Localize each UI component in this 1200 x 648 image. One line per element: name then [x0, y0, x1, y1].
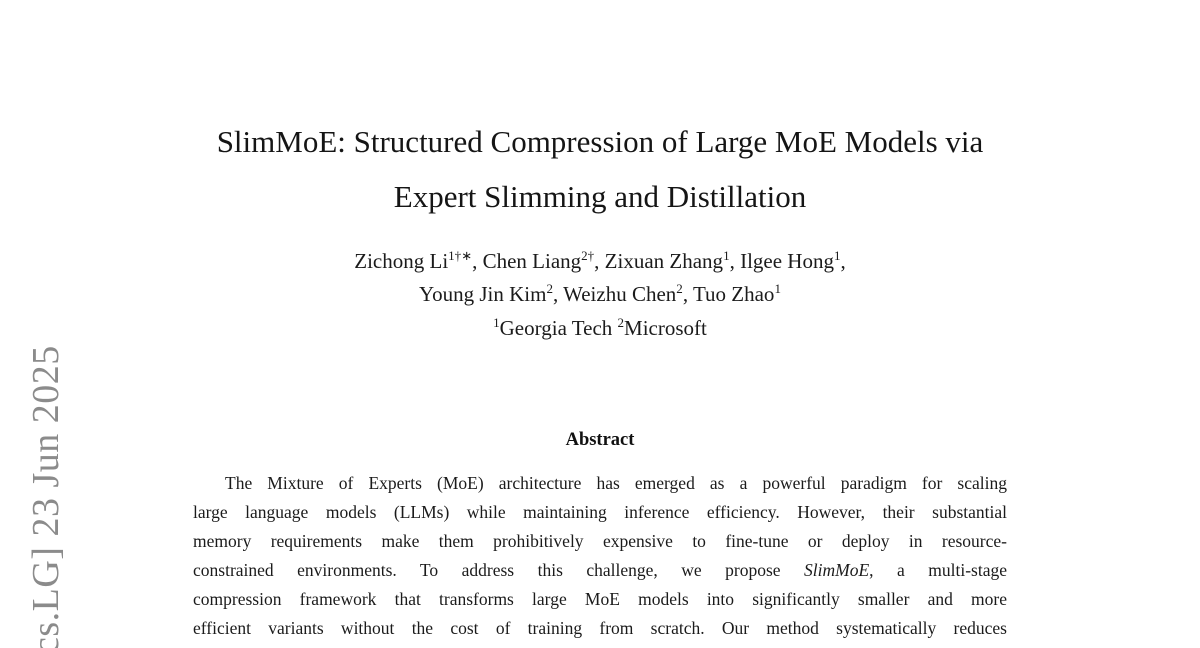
- author-separator: ,: [472, 249, 483, 273]
- author-row-1: Zichong Li1†∗, Chen Liang2†, Zixuan Zhan…: [0, 245, 1200, 278]
- author-separator: ,: [840, 249, 846, 273]
- author-name-text: Ilgee Hong: [740, 249, 834, 273]
- abstract-body: The Mixture of Experts (MoE) architectur…: [193, 469, 1007, 643]
- author-separator: ,: [552, 282, 564, 306]
- abstract-line: The Mixture of Experts (MoE) architectur…: [225, 473, 1007, 493]
- paper-title-line-2: Expert Slimming and Distillation: [393, 179, 807, 214]
- author-name-text: Tuo Zhao: [692, 282, 775, 306]
- paper-title: SlimMoE: Structured Compression of Large…: [0, 114, 1200, 224]
- author-affiliation-superscript: 1: [723, 248, 730, 263]
- abstract-line: constrained environments. To address thi…: [193, 556, 1007, 585]
- affiliation: 1Georgia Tech: [493, 316, 612, 340]
- author-name-text: Chen Liang: [482, 249, 582, 273]
- author-name-text: Zixuan Zhang: [604, 249, 724, 273]
- author-name: Zichong Li1†∗,: [354, 249, 482, 273]
- author-separator: ,: [729, 249, 741, 273]
- affiliation-row: 1Georgia Tech 2Microsoft: [0, 312, 1200, 345]
- affiliation-text: Microsoft: [624, 316, 707, 340]
- author-name: Chen Liang2†,: [483, 249, 605, 273]
- author-block: Zichong Li1†∗, Chen Liang2†, Zixuan Zhan…: [0, 245, 1200, 345]
- author-affiliation-superscript: 1†∗: [448, 248, 473, 263]
- abstract-heading: Abstract: [565, 430, 635, 450]
- affiliation: 2Microsoft: [618, 316, 707, 340]
- author-affiliation-superscript: 2: [546, 281, 553, 296]
- author-name-text: Zichong Li: [354, 249, 449, 273]
- abstract-line-segment: constrained environments. To address thi…: [193, 560, 805, 580]
- abstract-line: memory requirements make them prohibitiv…: [193, 531, 1007, 551]
- abstract-line: compression framework that transforms la…: [193, 589, 1007, 609]
- author-name: Tuo Zhao1: [693, 282, 781, 306]
- abstract-line: large language models (LLMs) while maint…: [193, 502, 1007, 522]
- author-name: Zixuan Zhang1,: [605, 249, 740, 273]
- author-separator: ,: [594, 249, 605, 273]
- affiliation-text: Georgia Tech: [499, 316, 613, 340]
- method-name-italic: SlimMoE: [804, 560, 870, 580]
- affiliation-number-superscript: 2: [617, 315, 625, 330]
- author-row-2: Young Jin Kim2, Weizhu Chen2, Tuo Zhao1: [0, 278, 1200, 311]
- author-affiliation-superscript: 2†: [581, 248, 595, 263]
- author-name: Weizhu Chen2,: [563, 282, 693, 306]
- author-affiliation-superscript: 1: [833, 248, 841, 263]
- author-separator: ,: [682, 282, 693, 306]
- abstract-line-segment: , a multi-stage: [869, 560, 1007, 580]
- paper-title-line-1: SlimMoE: Structured Compression of Large…: [216, 124, 984, 159]
- author-name-text: Weizhu Chen: [563, 282, 677, 306]
- arxiv-watermark: cs.LG] 23 Jun 2025: [25, 345, 67, 648]
- author-name: Young Jin Kim2,: [419, 282, 563, 306]
- author-name-text: Young Jin Kim: [419, 282, 547, 306]
- author-affiliation-superscript: 1: [774, 281, 781, 296]
- abstract-line: efficient variants without the cost of t…: [193, 618, 1007, 638]
- affiliation-number-superscript: 1: [493, 315, 500, 330]
- author-name: Ilgee Hong1,: [740, 249, 846, 273]
- author-affiliation-superscript: 2: [676, 281, 683, 296]
